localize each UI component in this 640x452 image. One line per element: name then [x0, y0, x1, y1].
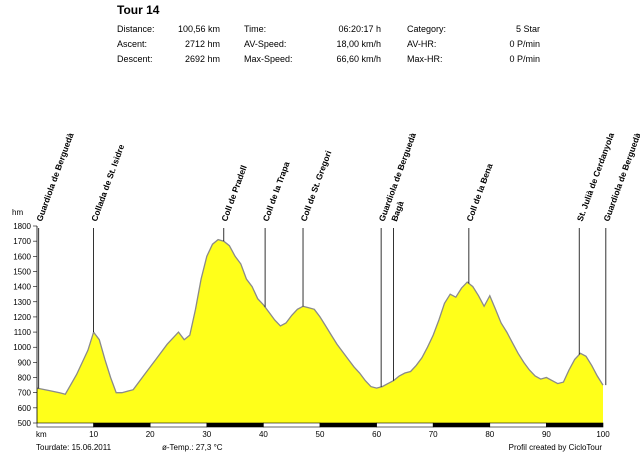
elevation-area [37, 239, 603, 423]
x-axis-scale-segment [546, 422, 604, 428]
waypoint-label: Coll de la Trapa [261, 160, 292, 223]
x-tick-label: 10 [89, 430, 98, 439]
x-axis-scale-segment [263, 422, 321, 428]
stat-maxspeed-value: 66,60 km/h [336, 54, 381, 64]
waypoint-label: Coll de Pradell [219, 164, 249, 223]
y-tick-label: 1600 [13, 252, 31, 261]
stat-avhr-value: 0 P/min [509, 39, 540, 49]
tourdate: Tourdate: 15.06.2011 [36, 443, 112, 452]
stat-distance-value: 100,56 km [177, 24, 220, 34]
x-tick-label: 50 [316, 430, 325, 439]
x-tick-label: 100 [596, 430, 610, 439]
tour-title: Tour 14 [117, 3, 160, 17]
stat-ascent-label: Ascent: [117, 39, 148, 49]
stat-maxhr-label: Max-HR: [407, 54, 443, 64]
avg-temperature: ø-Temp.: 27,3 °C [162, 443, 223, 452]
waypoint-label: Coll de la Bena [464, 162, 494, 223]
stat-time-label: Time: [244, 24, 267, 34]
stat-descent-value: 2692 hm [184, 54, 220, 64]
y-tick-label: 900 [18, 358, 32, 367]
x-tick-label: 20 [146, 430, 155, 439]
x-tick-label: 40 [259, 430, 268, 439]
x-axis-scale-segment [432, 422, 491, 428]
x-axis-scale-segment [36, 422, 94, 428]
x-axis-scale-segment [489, 422, 547, 428]
elevation-line [36, 238, 604, 395]
y-tick-label: 1200 [13, 313, 31, 322]
x-axis-label: km [36, 430, 47, 439]
y-tick-label: 1700 [13, 237, 31, 246]
waypoint-label: Collada de St. Isidre [89, 143, 126, 223]
x-tick-label: 60 [372, 430, 381, 439]
waypoint-label: Coll de St. Gregori [299, 149, 334, 223]
y-tick-label: 1100 [14, 328, 32, 337]
stat-maxspeed-label: Max-Speed: [244, 54, 293, 64]
y-tick-label: 1800 [13, 222, 31, 231]
x-axis-scale-segment [93, 422, 151, 428]
y-tick-label: 700 [18, 389, 32, 398]
stat-time-value: 06:20:17 h [338, 24, 381, 34]
y-tick-label: 600 [18, 404, 32, 413]
stat-descent-label: Descent: [117, 54, 153, 64]
y-tick-label: 1300 [13, 298, 31, 307]
stat-ascent-value: 2712 hm [184, 39, 220, 49]
stat-maxhr-value: 0 P/min [509, 54, 540, 64]
x-tick-label: 70 [429, 430, 438, 439]
stat-distance-label: Distance: [117, 24, 155, 34]
x-axis-scale-segment [149, 422, 208, 428]
y-tick-label: 1000 [13, 343, 31, 352]
y-tick-label: 1500 [13, 267, 31, 276]
x-tick-label: 90 [542, 430, 551, 439]
y-tick-label: 500 [18, 419, 32, 428]
x-axis-scale-segment [319, 422, 377, 428]
x-tick-label: 30 [202, 430, 211, 439]
y-tick-label: 800 [18, 374, 32, 383]
stat-category-label: Category: [407, 24, 447, 34]
y-tick-label: 1400 [13, 283, 31, 292]
credit-text: Profil created by CicloTour [509, 443, 603, 452]
stat-avspeed-label: AV-Speed: [244, 39, 287, 49]
stat-avhr-label: AV-HR: [407, 39, 437, 49]
x-axis-scale-segment [206, 422, 264, 428]
stat-avspeed-value: 18,00 km/h [336, 39, 381, 49]
y-axis-label: hm [12, 208, 23, 217]
x-axis-scale-segment [376, 422, 434, 428]
x-tick-label: 80 [485, 430, 494, 439]
stat-category-value: 5 Star [515, 24, 540, 34]
waypoint-label: Guardiola de Berguedà [34, 131, 75, 223]
